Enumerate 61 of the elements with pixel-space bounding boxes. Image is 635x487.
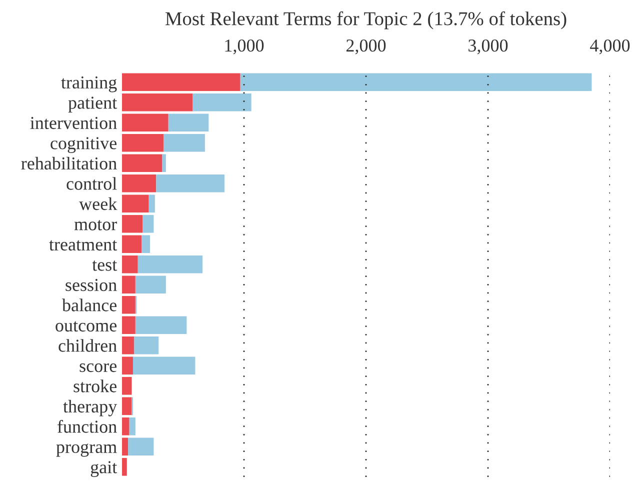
bar (122, 114, 168, 132)
bar (168, 114, 209, 132)
bar (122, 417, 130, 436)
bar (132, 356, 196, 375)
bar (122, 134, 164, 152)
bar (122, 296, 136, 314)
y-tick-label: session (66, 278, 117, 292)
y-tick-label: rehabilitation (21, 156, 117, 170)
bar (122, 73, 240, 92)
y-tick-label: test (92, 260, 118, 271)
y-tick-label: training (61, 76, 117, 92)
bar (129, 417, 136, 436)
bar (135, 316, 187, 334)
bar (122, 336, 134, 354)
x-tick-label: 2,000 (346, 39, 386, 54)
bar (122, 235, 142, 254)
bar (122, 458, 127, 476)
x-tick-label: 3,000 (468, 39, 508, 54)
y-tick-label: stroke (74, 380, 117, 392)
y-tick-label: therapy (63, 400, 118, 416)
bar (122, 276, 136, 294)
x-tick-label: 1,000 (225, 39, 264, 54)
x-tick-label: 4,000 (590, 39, 630, 54)
y-tick-label: patient (68, 96, 118, 112)
bar (122, 376, 132, 395)
y-tick-label: children (58, 339, 117, 352)
bar (142, 235, 150, 254)
y-tick-label: score (80, 363, 117, 372)
bar (192, 93, 252, 112)
bar (134, 336, 159, 354)
bar (122, 194, 149, 213)
bar (240, 73, 592, 92)
y-tick-label: cognitive (50, 137, 117, 154)
bar (142, 214, 154, 233)
bar (122, 438, 128, 456)
y-tick-label: program (56, 444, 117, 457)
bar (128, 438, 154, 456)
y-tick-label: control (66, 177, 117, 190)
y-tick-label: motor (74, 220, 117, 230)
bar (122, 154, 162, 172)
bar (122, 255, 138, 274)
bar (162, 154, 166, 172)
chart-title: Most Relevant Terms for Topic 2 (13.7% of tokens) (165, 11, 566, 30)
y-tick-label: gait (90, 461, 118, 478)
bar (138, 255, 203, 274)
y-tick-label: function (58, 420, 117, 433)
bar (156, 174, 224, 192)
bar (122, 356, 133, 375)
y-tick-label: intervention (30, 116, 117, 130)
bar (148, 194, 155, 213)
bar (122, 397, 132, 416)
bar (122, 174, 156, 192)
bar (135, 276, 166, 294)
bar (122, 214, 143, 233)
y-tick-label: treatment (49, 240, 118, 251)
bar (122, 93, 193, 112)
bar (163, 134, 205, 152)
y-tick-label: outcome (56, 321, 117, 332)
y-tick-label: balance (62, 298, 117, 312)
y-tick-label: week (79, 197, 118, 210)
bar (122, 316, 136, 334)
